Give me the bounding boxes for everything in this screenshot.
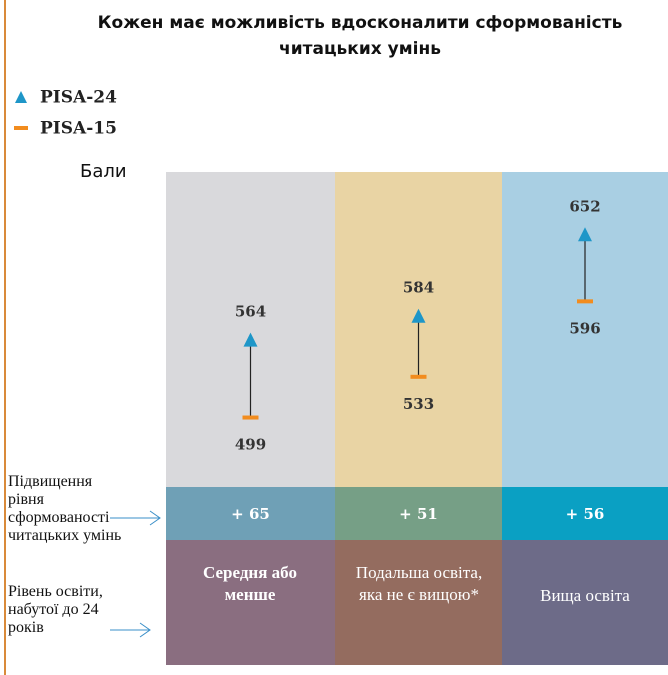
legend-label: PISA-24	[40, 88, 117, 108]
increase-cell	[335, 487, 502, 540]
category-label: Вища освіта	[540, 586, 630, 605]
column-bg	[502, 172, 668, 487]
y-axis-label: Бали	[80, 161, 127, 182]
pisa24-marker	[411, 308, 426, 323]
category-label: Середня або менше	[203, 563, 297, 604]
pisa24-marker	[243, 332, 258, 347]
arrow	[110, 510, 161, 526]
value-label: 584	[403, 279, 434, 297]
legend-marker	[15, 91, 27, 103]
increase-label: + 56	[566, 505, 605, 523]
legend-label: PISA-15	[40, 119, 117, 139]
pisa15-marker	[410, 374, 427, 379]
row-label: Рівень освіти, набутої до 24 років	[8, 583, 103, 636]
arrow	[110, 622, 151, 638]
value-label: 533	[403, 395, 434, 413]
value-label: 652	[569, 197, 600, 215]
category-bg	[502, 540, 668, 665]
category-label: Подальша освіта, яка не є вищою*	[355, 563, 483, 604]
increase-cell	[166, 487, 335, 540]
category-bg	[335, 540, 502, 665]
row-label: Підвищення рівня сформованості читацьких…	[8, 473, 122, 544]
chart-title: Кожен має можливість вдосконалити сформо…	[97, 13, 623, 59]
increase-cell	[502, 487, 668, 540]
category-bg	[166, 540, 335, 665]
increase-label: + 51	[399, 505, 438, 523]
pisa15-marker	[577, 299, 593, 304]
row-arrows	[110, 510, 161, 638]
column-bg	[166, 172, 335, 487]
pisa24-marker	[578, 227, 592, 242]
value-label: 499	[235, 436, 266, 454]
legend-marker	[14, 126, 28, 130]
pisa15-marker	[242, 415, 259, 420]
value-label: 596	[569, 319, 600, 337]
value-label: 564	[235, 303, 266, 321]
increase-label: + 65	[231, 505, 270, 523]
